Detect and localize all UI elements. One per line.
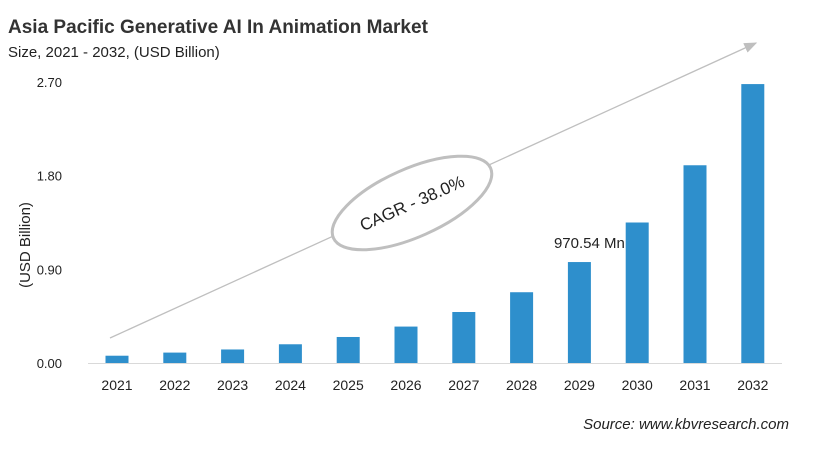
x-tick-label: 2028 xyxy=(506,377,537,393)
bar-2026 xyxy=(394,326,418,363)
bar-2030 xyxy=(625,222,649,363)
y-tick-label: 2.70 xyxy=(37,75,62,90)
y-axis-label: (USD Billion) xyxy=(17,202,34,288)
x-tick-label: 2030 xyxy=(622,377,653,393)
x-tick-label: 2029 xyxy=(564,377,595,393)
y-tick-label: 1.80 xyxy=(37,169,62,184)
data-label: 970.54 Mn xyxy=(554,235,625,252)
bar-2021 xyxy=(105,355,129,363)
cagr-ellipse xyxy=(330,154,494,252)
y-tick-label: 0.00 xyxy=(37,356,62,371)
chart-title: Asia Pacific Generative AI In Animation … xyxy=(8,17,428,38)
bar-2028 xyxy=(510,292,534,363)
bar-2025 xyxy=(336,336,360,363)
bar-2029 xyxy=(567,262,591,363)
source-note: Source: www.kbvresearch.com xyxy=(583,416,789,433)
bar-2024 xyxy=(278,344,302,363)
x-tick-label: 2022 xyxy=(159,377,190,393)
x-tick-label: 2026 xyxy=(390,377,421,393)
x-tick-label: 2023 xyxy=(217,377,248,393)
x-tick-label: 2027 xyxy=(448,377,479,393)
x-tick-label: 2032 xyxy=(737,377,768,393)
chart-subtitle: Size, 2021 - 2032, (USD Billion) xyxy=(8,44,220,61)
cagr-ellipse-group: CAGR - 38.0% xyxy=(330,154,494,252)
bar-2031 xyxy=(683,165,707,363)
x-tick-label: 2031 xyxy=(679,377,710,393)
x-tick-label: 2024 xyxy=(275,377,306,393)
bar-2023 xyxy=(221,349,245,363)
bar-2027 xyxy=(452,312,476,363)
y-tick-label: 0.90 xyxy=(37,262,62,277)
x-tick-label: 2025 xyxy=(333,377,364,393)
bar-2032 xyxy=(741,84,765,363)
bar-2022 xyxy=(163,352,187,363)
x-tick-label: 2021 xyxy=(101,377,132,393)
